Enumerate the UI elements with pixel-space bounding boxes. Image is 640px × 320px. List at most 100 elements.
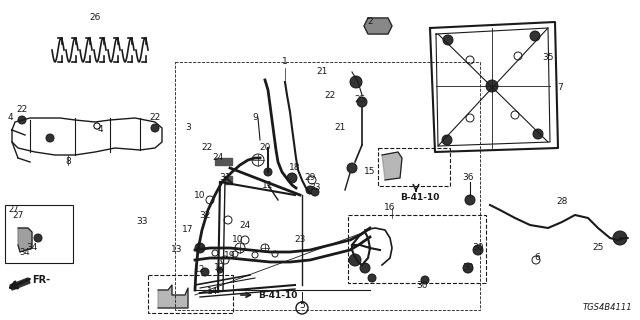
Text: 34: 34: [26, 244, 38, 252]
Circle shape: [221, 256, 229, 264]
Text: 22: 22: [324, 91, 335, 100]
Polygon shape: [225, 176, 232, 184]
Circle shape: [195, 243, 205, 253]
Text: 11: 11: [262, 180, 274, 189]
Circle shape: [201, 268, 209, 276]
Circle shape: [347, 163, 357, 173]
Circle shape: [241, 236, 249, 244]
Circle shape: [252, 154, 264, 166]
Circle shape: [511, 111, 519, 119]
Circle shape: [94, 123, 100, 129]
Text: 12: 12: [195, 266, 205, 275]
Bar: [148, 275, 233, 313]
Circle shape: [486, 80, 498, 92]
Circle shape: [34, 234, 42, 242]
Circle shape: [206, 196, 214, 204]
Circle shape: [296, 302, 308, 314]
Circle shape: [232, 251, 238, 257]
Circle shape: [18, 116, 26, 124]
Text: 36: 36: [462, 173, 474, 182]
Text: 4: 4: [97, 125, 103, 134]
Text: 25: 25: [355, 95, 365, 105]
Polygon shape: [18, 228, 32, 252]
Text: 30: 30: [416, 281, 428, 290]
Text: FR-: FR-: [32, 275, 50, 285]
Circle shape: [264, 168, 272, 176]
Circle shape: [252, 252, 258, 258]
Circle shape: [287, 173, 297, 183]
Circle shape: [442, 135, 452, 145]
Text: 10: 10: [195, 190, 205, 199]
Text: 28: 28: [556, 197, 568, 206]
Circle shape: [311, 188, 319, 196]
Text: 8: 8: [65, 157, 71, 166]
Text: B-41-10: B-41-10: [258, 291, 298, 300]
Text: 29: 29: [304, 173, 316, 182]
Circle shape: [613, 231, 627, 245]
Polygon shape: [382, 152, 402, 180]
Text: 33: 33: [136, 218, 148, 227]
Circle shape: [530, 31, 540, 41]
Circle shape: [514, 52, 522, 60]
Text: 15: 15: [364, 167, 376, 177]
Text: 10: 10: [232, 236, 244, 244]
Text: 4: 4: [7, 114, 13, 123]
Circle shape: [46, 134, 54, 142]
Text: 5: 5: [299, 300, 305, 309]
Text: 27: 27: [12, 211, 24, 220]
Text: 34: 34: [20, 248, 30, 257]
Text: 22: 22: [202, 143, 212, 153]
Text: 22: 22: [149, 114, 161, 123]
Text: 1: 1: [282, 58, 288, 67]
Text: 18: 18: [289, 164, 301, 172]
Circle shape: [261, 244, 269, 252]
Text: 30: 30: [472, 244, 484, 252]
Text: 25: 25: [592, 244, 604, 252]
Text: 26: 26: [90, 13, 100, 22]
Text: 23: 23: [294, 236, 306, 244]
Circle shape: [473, 245, 483, 255]
Circle shape: [212, 250, 218, 256]
Circle shape: [308, 176, 316, 184]
Circle shape: [151, 124, 159, 132]
Text: 13: 13: [172, 245, 183, 254]
Circle shape: [349, 254, 361, 266]
Text: B-41-10: B-41-10: [400, 193, 440, 202]
Circle shape: [217, 267, 223, 273]
Circle shape: [421, 276, 429, 284]
Circle shape: [466, 56, 474, 64]
Text: 16: 16: [384, 204, 396, 212]
Circle shape: [360, 263, 370, 273]
Circle shape: [533, 129, 543, 139]
Circle shape: [306, 186, 314, 194]
Text: TGS4B4111: TGS4B4111: [582, 303, 632, 312]
Circle shape: [465, 195, 475, 205]
Circle shape: [466, 114, 474, 122]
Circle shape: [94, 123, 100, 129]
Text: 27: 27: [8, 205, 19, 214]
Polygon shape: [215, 158, 232, 165]
Text: 7: 7: [557, 84, 563, 92]
Text: 9: 9: [252, 114, 258, 123]
Bar: [348, 215, 486, 283]
Text: 31: 31: [220, 173, 231, 182]
Text: 33: 33: [309, 183, 321, 193]
Circle shape: [463, 263, 473, 273]
Text: 24: 24: [239, 220, 251, 229]
Text: 21: 21: [316, 68, 328, 76]
Text: 32: 32: [199, 211, 211, 220]
Polygon shape: [158, 285, 188, 308]
Circle shape: [532, 256, 540, 264]
Text: 21: 21: [334, 124, 346, 132]
Polygon shape: [364, 18, 392, 34]
Polygon shape: [10, 278, 30, 290]
Bar: [5, 205, 73, 263]
Circle shape: [443, 35, 453, 45]
Circle shape: [235, 243, 245, 253]
Circle shape: [350, 76, 362, 88]
Text: 20: 20: [259, 143, 271, 153]
Circle shape: [357, 97, 367, 107]
Bar: [378, 148, 450, 186]
Text: 3: 3: [185, 124, 191, 132]
Circle shape: [368, 274, 376, 282]
